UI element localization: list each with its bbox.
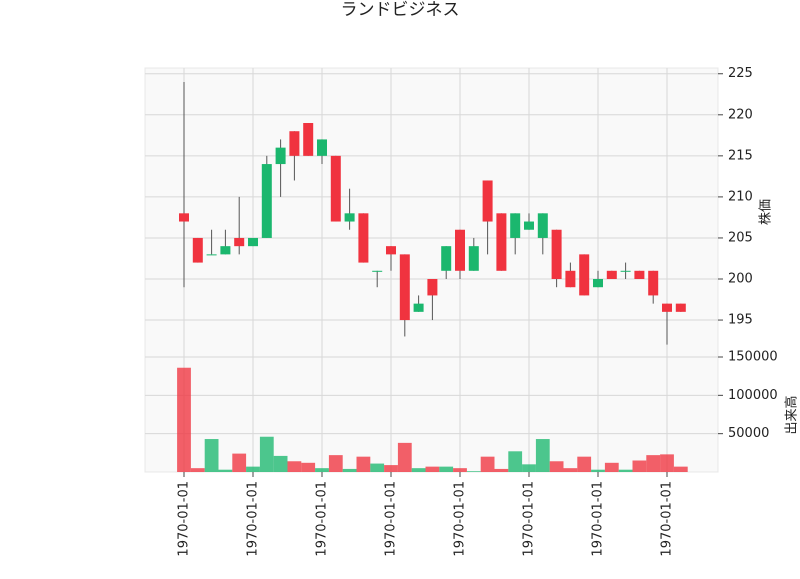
candle-body xyxy=(303,123,314,156)
candle-body xyxy=(330,155,341,222)
volume-bar xyxy=(425,466,440,472)
candle-body xyxy=(289,131,300,156)
candle-body xyxy=(206,254,217,256)
candle-body xyxy=(399,254,410,321)
volume-bar xyxy=(204,439,219,472)
y-tick-label: 200 xyxy=(728,272,753,287)
candle-body xyxy=(537,213,548,238)
candle-body xyxy=(606,270,617,280)
volume-bar xyxy=(439,466,454,472)
candle-body xyxy=(220,246,231,255)
candle-body xyxy=(482,180,493,222)
volume-bar xyxy=(660,454,674,472)
volume-bar xyxy=(246,466,260,472)
y-tick-label: 220 xyxy=(728,107,753,122)
candle-body xyxy=(317,139,327,156)
candle-body xyxy=(413,303,424,312)
volume-bar xyxy=(356,456,371,472)
candle-body xyxy=(455,229,465,271)
candle-body xyxy=(234,237,245,247)
y2-tick-label: 50000 xyxy=(728,426,769,441)
candle-body xyxy=(593,279,603,288)
plot-background xyxy=(144,67,719,473)
x-tick-label: 1970-01-01 xyxy=(384,481,399,557)
x-tick-label: 1970-01-01 xyxy=(246,481,261,557)
volume-bar xyxy=(673,466,688,472)
volume-bar xyxy=(232,453,247,472)
y2-tick-label: 100000 xyxy=(728,388,778,403)
volume-bar xyxy=(328,455,343,472)
volume-bar xyxy=(190,468,205,472)
candle-body xyxy=(579,254,590,296)
volume-bar xyxy=(535,439,550,472)
volume-bar xyxy=(397,442,412,472)
y-tick-label: 205 xyxy=(728,230,753,245)
candle-body xyxy=(662,303,672,312)
volume-bar xyxy=(466,471,481,472)
volume-bar xyxy=(549,461,564,472)
volume-bar xyxy=(342,468,357,472)
volume-bar xyxy=(508,451,523,472)
candle-body xyxy=(620,270,631,272)
volume-bar xyxy=(604,462,619,472)
volume-bar xyxy=(453,468,467,472)
candle-body xyxy=(634,270,645,280)
x-tick-label: 1970-01-01 xyxy=(315,481,330,557)
volume-bar xyxy=(273,455,288,472)
volume-bar xyxy=(618,469,633,472)
candle-body xyxy=(344,213,355,222)
x-tick-label: 1970-01-01 xyxy=(522,481,537,557)
candle-body xyxy=(386,246,396,255)
candle-body xyxy=(358,213,369,263)
candle-body xyxy=(468,246,479,271)
x-tick-label: 1970-01-01 xyxy=(591,481,606,557)
volume-bar xyxy=(522,464,536,472)
volume-bar xyxy=(218,469,233,472)
x-tick-label: 1970-01-01 xyxy=(453,481,468,557)
candle-body xyxy=(675,303,686,312)
y-tick-label: 210 xyxy=(728,189,753,204)
y-axis-label: 株価 xyxy=(759,199,774,225)
volume-bar xyxy=(591,469,605,472)
candle-body xyxy=(551,229,562,280)
candle-body xyxy=(441,246,452,271)
candle-body xyxy=(565,270,576,288)
volume-bar xyxy=(287,461,302,472)
candle-body xyxy=(261,164,272,238)
candle-body xyxy=(510,213,521,238)
volume-bar xyxy=(259,436,274,472)
candle-body xyxy=(496,213,507,271)
volume-bar xyxy=(577,456,592,472)
y-tick-label: 225 xyxy=(728,66,753,81)
volume-bar xyxy=(177,367,191,472)
candle-body xyxy=(648,270,659,296)
x-tick-label: 1970-01-01 xyxy=(177,481,192,557)
y-tick-label: 195 xyxy=(728,313,753,328)
candle-body xyxy=(179,213,189,222)
volume-bar xyxy=(494,468,509,472)
candle-body xyxy=(427,279,438,296)
candle-body xyxy=(524,221,534,230)
candle-body xyxy=(275,147,286,165)
candle-body xyxy=(372,270,383,272)
volume-bar xyxy=(411,468,426,472)
volume-bar xyxy=(563,468,578,472)
volume-bar xyxy=(384,465,398,472)
volume-bar xyxy=(480,456,495,472)
volume-bar xyxy=(632,460,647,472)
y-tick-label: 215 xyxy=(728,148,753,163)
y2-axis-label: 出来高 xyxy=(784,395,800,434)
candle-body xyxy=(248,237,258,247)
y2-tick-label: 150000 xyxy=(728,350,778,365)
volume-bar xyxy=(646,455,661,472)
volume-bar xyxy=(301,462,316,472)
chart-title: ランドビジネス xyxy=(341,0,460,20)
candle-body xyxy=(192,237,203,263)
x-tick-label: 1970-01-01 xyxy=(660,481,675,557)
volume-bar xyxy=(370,463,385,472)
volume-bar xyxy=(315,468,329,472)
